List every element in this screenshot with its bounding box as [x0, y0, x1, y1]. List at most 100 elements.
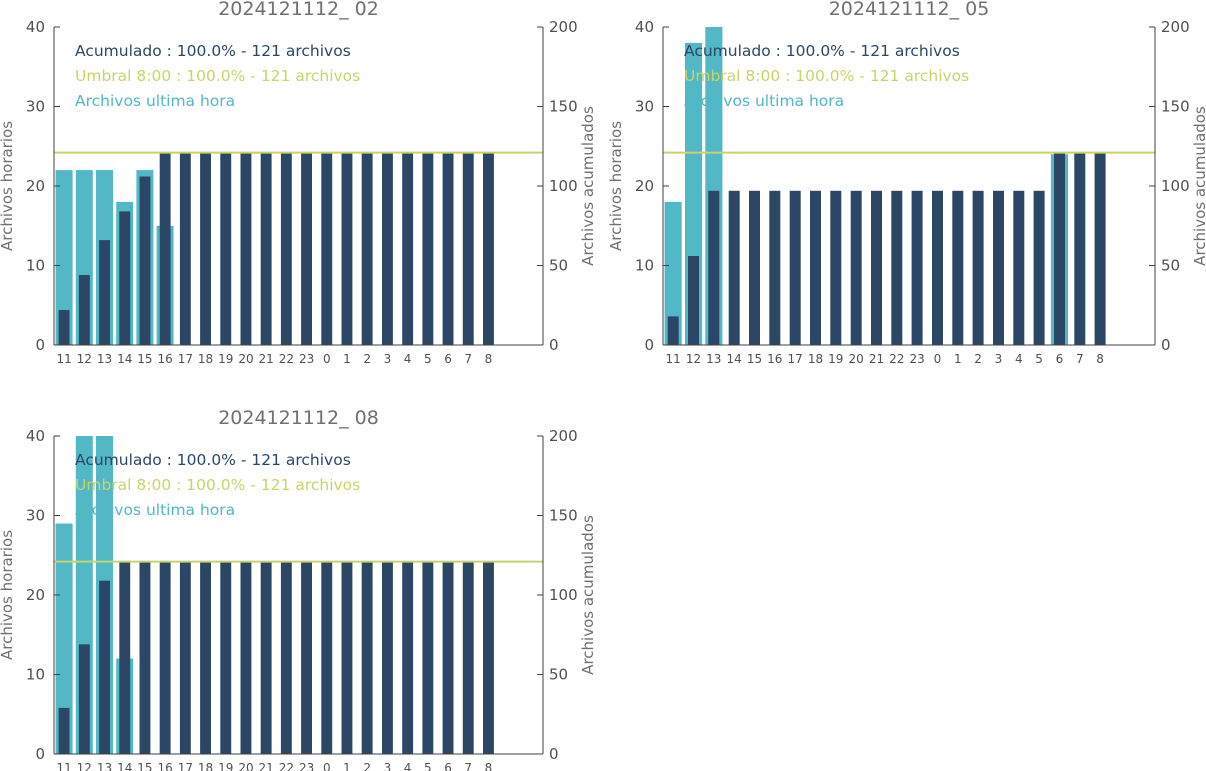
legend-entry: Acumulado : 100.0% - 121 archivos	[684, 42, 960, 60]
x-tick-label: 22	[889, 352, 904, 366]
cumulative-bar	[58, 707, 70, 754]
left-tick-label: 10	[635, 257, 654, 275]
x-tick-label: 14	[727, 352, 742, 366]
y-axis-label-right: Archivos acumulados	[579, 106, 597, 266]
x-tick-label: 23	[909, 352, 924, 366]
x-tick-label: 14	[117, 761, 132, 771]
x-tick-label: 18	[198, 761, 213, 771]
legend-entry: Umbral 8:00 : 100.0% - 121 archivos	[75, 476, 360, 494]
x-tick-label: 5	[424, 761, 432, 771]
x-tick-label: 17	[788, 352, 803, 366]
x-tick-label: 2	[363, 761, 371, 771]
cumulative-bar	[99, 240, 110, 345]
cumulative-bar	[99, 580, 110, 754]
cumulative-bar	[200, 561, 211, 754]
cumulative-bar	[483, 561, 494, 754]
cumulative-bar	[361, 561, 373, 754]
x-tick-label: 15	[137, 761, 152, 771]
cumulative-bar	[462, 152, 474, 345]
x-tick-label: 16	[157, 761, 172, 771]
cumulative-bar	[382, 152, 393, 345]
cumulative-bar	[159, 561, 171, 754]
cumulative-bar	[119, 561, 131, 754]
cumulative-bar	[1094, 152, 1106, 345]
x-tick-label: 3	[384, 352, 392, 366]
x-tick-label: 4	[1015, 352, 1023, 366]
cumulative-bar	[1054, 152, 1065, 345]
cumulative-bar	[240, 561, 252, 754]
x-tick-label: 20	[848, 352, 863, 366]
x-tick-label: 5	[1035, 352, 1043, 366]
x-tick-label: 15	[747, 352, 762, 366]
x-tick-label: 8	[485, 352, 493, 366]
cumulative-bar	[422, 152, 434, 345]
legend-entry: Archivos ultima hora	[75, 92, 235, 110]
cumulative-bar	[708, 190, 720, 345]
cumulative-bar	[179, 561, 191, 754]
x-tick-label: 21	[259, 352, 274, 366]
x-tick-label: 1	[343, 761, 351, 771]
x-tick-label: 23	[299, 352, 314, 366]
left-tick-label: 10	[26, 666, 45, 684]
cumulative-bar	[179, 152, 191, 345]
right-tick-label: 0	[549, 745, 559, 763]
x-tick-label: 6	[444, 761, 452, 771]
right-tick-label: 200	[549, 18, 578, 36]
cumulative-bar	[850, 190, 862, 345]
cumulative-bar	[200, 152, 211, 345]
cumulative-bar	[728, 190, 740, 345]
x-tick-label: 8	[485, 761, 493, 771]
hourly-bar	[55, 523, 73, 754]
x-tick-label: 15	[137, 352, 152, 366]
x-tick-label: 18	[198, 352, 213, 366]
x-tick-label: 21	[259, 761, 274, 771]
x-tick-label: 0	[323, 761, 331, 771]
cumulative-bar	[139, 176, 151, 345]
chart-title: 2024121112_ 02	[218, 0, 379, 20]
legend-entry: Archivos ultima hora	[75, 501, 235, 519]
cumulative-bar	[932, 190, 943, 345]
x-tick-label: 19	[218, 761, 233, 771]
x-tick-label: 19	[828, 352, 843, 366]
cumulative-bar	[78, 275, 90, 345]
cumulative-bar	[280, 152, 292, 345]
x-tick-label: 12	[686, 352, 701, 366]
cumulative-bar	[280, 561, 292, 754]
y-axis-label-left: Archivos horarios	[0, 121, 16, 251]
x-tick-label: 5	[424, 352, 432, 366]
x-tick-label: 4	[404, 761, 412, 771]
cumulative-bar	[301, 561, 312, 754]
cumulative-bar	[1013, 190, 1025, 345]
x-tick-label: 1	[343, 352, 351, 366]
y-axis-label-left: Archivos horarios	[607, 121, 625, 251]
left-tick-label: 10	[26, 257, 45, 275]
x-tick-label: 16	[157, 352, 172, 366]
left-tick-label: 20	[26, 177, 45, 195]
cumulative-bar	[483, 152, 494, 345]
x-tick-label: 12	[77, 352, 92, 366]
chart-title: 2024121112_ 08	[218, 407, 379, 429]
cumulative-bar	[952, 190, 964, 345]
right-tick-label: 100	[549, 586, 578, 604]
right-tick-label: 150	[549, 98, 578, 116]
cumulative-bar	[1033, 190, 1045, 345]
right-tick-label: 0	[1161, 336, 1171, 354]
legend-entry: Umbral 8:00 : 100.0% - 121 archivos	[684, 67, 969, 85]
cumulative-bar	[220, 152, 232, 345]
right-tick-label: 50	[1161, 257, 1180, 275]
cumulative-bar	[911, 190, 923, 345]
left-tick-label: 20	[635, 177, 654, 195]
x-tick-label: 16	[767, 352, 782, 366]
cumulative-bar	[301, 152, 312, 345]
cumulative-bar	[58, 310, 70, 345]
x-tick-label: 1	[954, 352, 962, 366]
right-tick-label: 200	[1161, 18, 1190, 36]
right-tick-label: 100	[1161, 177, 1190, 195]
right-tick-label: 150	[549, 507, 578, 525]
cumulative-bar	[422, 561, 434, 754]
left-tick-label: 30	[26, 98, 45, 116]
x-tick-label: 6	[1056, 352, 1064, 366]
